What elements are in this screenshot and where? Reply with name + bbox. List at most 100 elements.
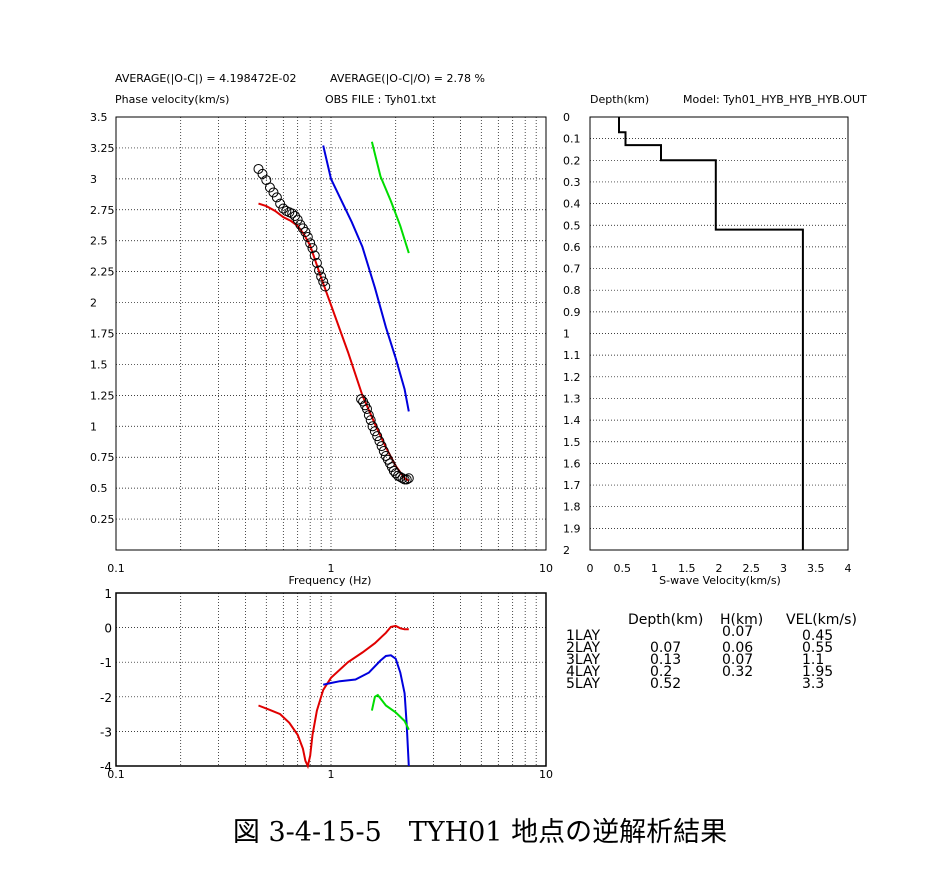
y-tick-label: 0 — [104, 622, 112, 636]
y-tick-label: 1 — [563, 328, 570, 341]
y-tick-label: 1.9 — [563, 522, 581, 535]
x-tick-label: 2 — [716, 562, 723, 575]
observed-point — [311, 257, 322, 268]
observed-point — [314, 265, 325, 276]
observed-point — [316, 271, 327, 282]
velocity-profile-chart: 0 0.1 0.2 0.3 0.4 0.5 0.6 0.7 0.8 0.9 1 1.1 1.2 1.3 1.… — [563, 111, 852, 575]
table-row-depth: 0.2 — [650, 664, 672, 680]
observed-point — [275, 198, 286, 209]
table-row-h: 0.07 — [722, 624, 753, 640]
series-line-2 — [322, 145, 410, 412]
y-tick-label: 1 — [90, 420, 97, 433]
observed-point — [307, 243, 318, 254]
y-tick-label: 3.25 — [90, 142, 115, 155]
y-tick-label: 0.8 — [563, 284, 581, 297]
table-row-label: 5LAY — [566, 676, 601, 692]
table-row-vel: 0.45 — [802, 628, 833, 644]
y-tick-label: 1.8 — [563, 501, 581, 514]
observed-point — [287, 208, 298, 219]
y-tick-label: 0.7 — [563, 263, 581, 276]
series-line-3 — [370, 693, 410, 731]
x-tick-label: 1 — [651, 562, 658, 575]
velocity-chart-ylabel: Phase velocity(km/s) — [115, 93, 229, 106]
table-row-label: 2LAY — [566, 640, 601, 656]
y-tick-label: 1.7 — [563, 479, 581, 492]
y-tick-label: 1 — [104, 587, 112, 601]
figure-caption: 図 3-4-15-5 TYH01 地点の逆解析結果 — [233, 817, 727, 848]
observed-point — [271, 192, 282, 203]
y-tick-label: 1.5 — [563, 436, 581, 449]
y-tick-label: 2.25 — [90, 266, 115, 279]
table-row-h: 0.07 — [722, 652, 753, 668]
y-tick-label: 0 — [563, 111, 570, 124]
y-tick-label: 1.6 — [563, 457, 581, 470]
y-tick-label: 0.25 — [90, 513, 115, 526]
observed-point — [401, 474, 412, 485]
y-tick-label: 0.5 — [563, 219, 581, 232]
table-row-vel: 3.3 — [802, 676, 824, 692]
y-tick-label: -1 — [100, 656, 112, 670]
observed-point — [376, 441, 387, 452]
observed-point — [264, 182, 275, 193]
observed-point — [374, 436, 385, 447]
x-tick-label: 10 — [539, 768, 553, 781]
x-tick-label: 0 — [587, 562, 594, 575]
y-tick-label: 0.6 — [563, 241, 581, 254]
observed-point — [365, 415, 376, 426]
y-tick-label: 3.5 — [90, 111, 108, 124]
table-row-depth: 0.13 — [650, 652, 681, 668]
y-tick-label: -3 — [100, 725, 112, 739]
observed-point — [367, 421, 378, 432]
y-tick-label: 0.9 — [563, 306, 581, 319]
y-tick-label: 0.4 — [563, 198, 581, 211]
x-tick-label: 1 — [328, 768, 335, 781]
table-row-h: 0.06 — [722, 640, 753, 656]
header-average-oco: AVERAGE(|O-C|/O) = 2.78 % — [330, 72, 485, 85]
observed-point — [268, 187, 279, 198]
x-tick-label: 4 — [845, 562, 852, 575]
observed-point — [361, 403, 372, 414]
observed-point — [320, 281, 331, 292]
y-tick-label: 0.2 — [563, 154, 581, 167]
x-tick-label: 1.5 — [678, 562, 696, 575]
velocity-chart-xlabel: Frequency (Hz) — [289, 574, 372, 587]
observed-point — [278, 203, 289, 214]
observed-point — [369, 426, 380, 437]
table-header-vel: VEL(km/s) — [786, 612, 857, 628]
table-header-h: H(km) — [720, 612, 763, 628]
profile-chart-ylabel: Depth(km) — [590, 93, 649, 106]
table-row-vel: 0.55 — [802, 640, 833, 656]
y-tick-label: 1.5 — [90, 358, 108, 371]
residual-chart: 10-1-2-3-40.1 1 10 — [100, 587, 553, 781]
y-tick-label: 2 — [563, 544, 570, 557]
header-average-oc: AVERAGE(|O-C|) = 4.198472E-02 — [115, 72, 297, 85]
table-row-label: 1LAY — [566, 628, 601, 644]
header-obs-file: OBS FILE : Tyh01.txt — [325, 93, 437, 106]
y-tick-label: 1.25 — [90, 389, 115, 402]
x-tick-label: 0.1 — [107, 562, 125, 575]
observed-point — [305, 238, 316, 249]
x-tick-label: 0.5 — [614, 562, 632, 575]
profile-chart-title: Model: Tyh01_HYB_HYB_HYB.OUT — [683, 93, 867, 106]
y-tick-label: 0.5 — [90, 482, 108, 495]
y-tick-label: 2 — [90, 297, 97, 310]
table-row-label: 4LAY — [566, 664, 601, 680]
x-tick-label: 10 — [539, 562, 553, 575]
y-tick-label: 1.4 — [563, 414, 581, 427]
y-tick-label: 1.3 — [563, 392, 581, 405]
series-line-3 — [370, 141, 410, 254]
observed-point — [378, 446, 389, 457]
layer-table: Depth(km) H(km) VEL(km/s) 1LAY 0.07 0.45… — [566, 612, 857, 692]
table-row-label: 3LAY — [566, 652, 601, 668]
y-tick-label: 1.75 — [90, 328, 115, 341]
observed-point — [397, 473, 408, 484]
y-tick-label: -2 — [100, 691, 112, 705]
y-tick-label: 0.3 — [563, 176, 581, 189]
y-tick-label: 2.75 — [90, 204, 115, 217]
y-tick-label: 0.1 — [563, 133, 581, 146]
series-line-1 — [258, 624, 409, 770]
observed-point — [292, 214, 303, 225]
y-tick-label: 1.2 — [563, 371, 581, 384]
x-tick-label: 3.5 — [807, 562, 825, 575]
